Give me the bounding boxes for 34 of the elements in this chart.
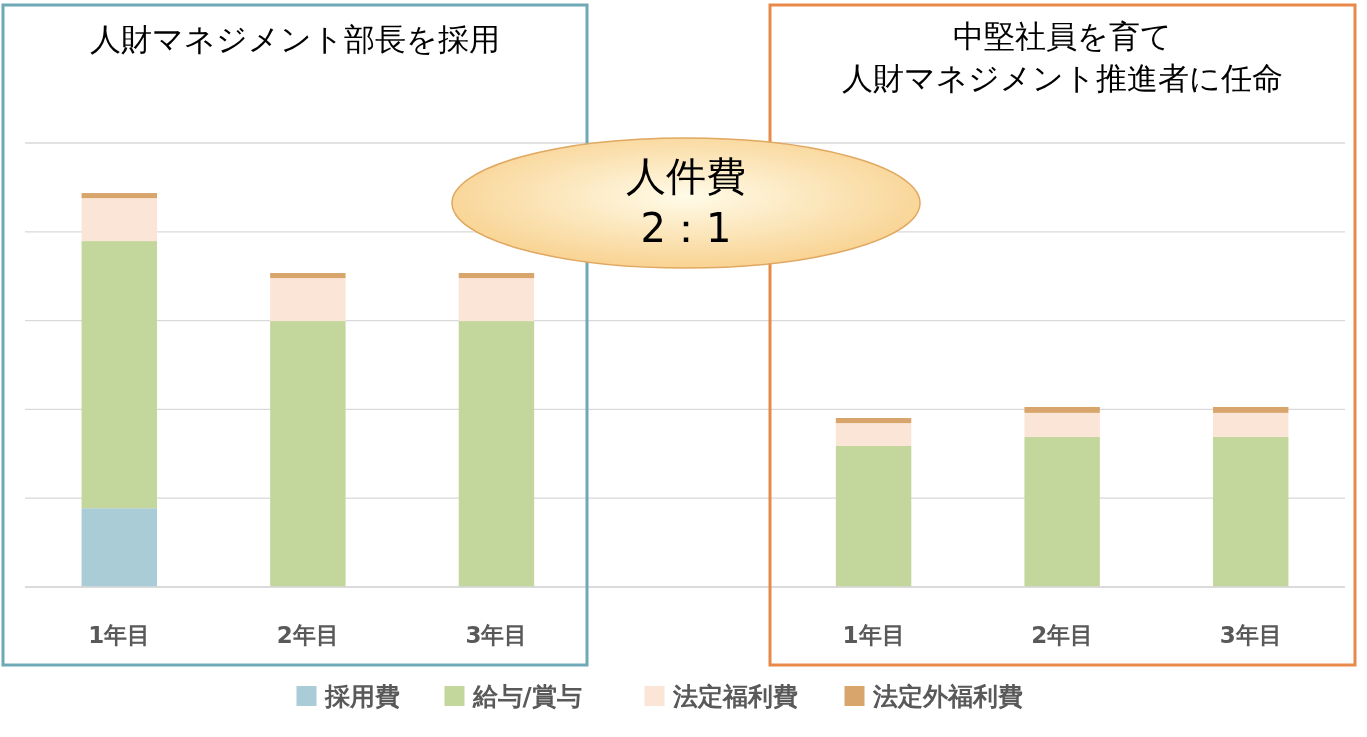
bar xyxy=(81,193,157,199)
legend-label: 採用費 xyxy=(323,682,400,711)
text: 人財マネジメント推進者に任命 xyxy=(841,60,1283,96)
bar xyxy=(1024,412,1100,437)
x-tick-label: 2年目 xyxy=(1031,622,1094,648)
x-tick-label: 1年目 xyxy=(842,622,905,648)
legend-label: 給与/賞与 xyxy=(471,682,582,711)
bar xyxy=(1024,436,1100,587)
x-tick-label: 3年目 xyxy=(465,622,528,648)
bar xyxy=(1213,436,1289,587)
bar xyxy=(835,417,912,424)
text: 中堅社員を育て xyxy=(952,18,1172,54)
bar xyxy=(81,241,157,509)
bar xyxy=(458,278,535,322)
bar xyxy=(81,508,157,587)
bar xyxy=(835,445,912,587)
bar xyxy=(270,278,346,322)
bar xyxy=(1024,406,1100,413)
bar xyxy=(458,273,535,279)
bar xyxy=(270,321,346,587)
bar xyxy=(835,423,912,446)
legend-label: 法定福利費 xyxy=(671,682,798,711)
bar xyxy=(270,273,346,279)
bar xyxy=(81,198,157,242)
bar xyxy=(1213,406,1289,413)
bar xyxy=(1213,412,1289,437)
text: 人財マネジメント部長を採用 xyxy=(90,21,500,57)
x-tick-label: 3年目 xyxy=(1219,622,1282,648)
annotation: 人件費 xyxy=(626,153,746,199)
x-tick-label: 2年目 xyxy=(276,622,339,648)
annotation: 2：1 xyxy=(640,205,732,251)
x-tick-label: 1年目 xyxy=(88,622,151,648)
bar xyxy=(458,321,535,587)
legend-label: 法定外福利費 xyxy=(871,682,1023,711)
